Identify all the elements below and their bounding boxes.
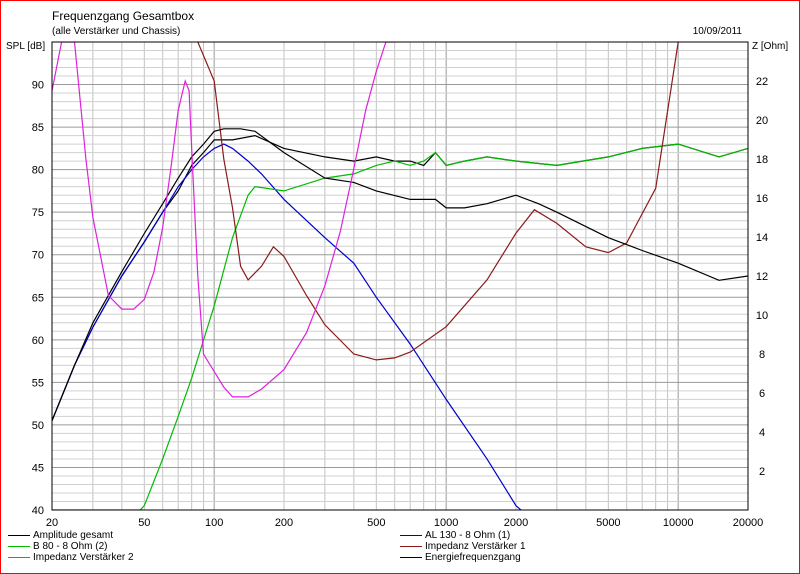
y-tick-label-left: 85 — [32, 122, 44, 134]
y-tick-label-left: 50 — [32, 420, 44, 432]
legend-item: Impedanz Verstärker 2 — [8, 552, 134, 563]
legend-item: Amplitude gesamt — [8, 530, 113, 541]
series-line-b-80-8-ohm-2 — [52, 143, 748, 510]
y-tick-label-left: 70 — [32, 250, 44, 262]
y-tick-label-right: 22 — [756, 76, 768, 88]
legend-label: Amplitude gesamt — [33, 530, 114, 541]
y-tick-label-left: 40 — [32, 505, 44, 517]
tick-labels: 20 50 100 200 500 1000 2000 5000 10000 2000040455… — [32, 76, 768, 529]
x-tick-label: 50 — [138, 517, 150, 529]
chart-date: 10/09/2011 — [693, 26, 743, 37]
legend-swatch — [400, 556, 422, 558]
plot-border — [51, 41, 749, 511]
x-tick-label: 200 — [275, 517, 293, 529]
legend-item: AL 130 - 8 Ohm (1) — [400, 530, 510, 541]
x-tick-label: 2000 — [504, 517, 528, 529]
y-tick-label-right: 16 — [756, 193, 768, 205]
chart-subtitle: (alle Verstärker und Chassis) — [52, 26, 180, 37]
x-tick-label: 5000 — [596, 517, 620, 529]
y-tick-label-left: 80 — [32, 165, 44, 177]
x-tick-label: 100 — [205, 517, 223, 529]
chart-title: Frequenzgang Gesamtbox — [52, 9, 194, 23]
y-tick-label-right: 6 — [759, 388, 765, 400]
y-tick-label-left: 55 — [32, 377, 44, 389]
x-tick-label: 1000 — [434, 517, 458, 529]
y-tick-label-right: 20 — [756, 115, 768, 127]
series-line-al-130-8-ohm-1 — [52, 143, 522, 510]
y-tick-label-right: 12 — [756, 271, 768, 283]
legend-label: AL 130 - 8 Ohm (1) — [425, 530, 511, 541]
y-tick-label-left: 65 — [32, 292, 44, 304]
x-tick-label: 20000 — [733, 517, 764, 529]
legend-swatch — [400, 545, 422, 547]
y-tick-label-right: 18 — [756, 154, 768, 166]
y-tick-label-left: 75 — [32, 207, 44, 219]
y-tick-label-left: 90 — [32, 80, 44, 92]
legend-label: Impedanz Verstärker 1 — [425, 541, 526, 552]
y-tick-label-right: 2 — [759, 466, 765, 478]
series-group — [52, 42, 748, 510]
y-tick-label-left: 45 — [32, 462, 44, 474]
y-tick-label-right: 4 — [759, 427, 765, 439]
legend-label: Impedanz Verstärker 2 — [33, 552, 134, 563]
series-line-impedanz-verst-rker-1 — [197, 42, 679, 361]
y-tick-label-right: 10 — [756, 310, 768, 322]
y-axis-right-label: Z [Ohm] — [752, 41, 788, 52]
series-line-impedanz-verst-rker-2 — [52, 42, 395, 398]
series-line-energiefrequenzgang — [52, 128, 748, 421]
y-tick-label-right: 14 — [756, 232, 768, 244]
legend-item: B 80 - 8 Ohm (2) — [8, 541, 107, 552]
x-tick-label: 20 — [46, 517, 58, 529]
x-tick-label: 10000 — [663, 517, 694, 529]
legend-swatch — [8, 534, 30, 536]
legend-item: Impedanz Verstärker 1 — [400, 541, 526, 552]
legend-swatch — [400, 534, 422, 536]
legend-label: Energiefrequenzgang — [425, 552, 521, 563]
legend-swatch — [8, 545, 30, 547]
legend-item: Energiefrequenzgang — [400, 552, 521, 563]
y-axis-left-label: SPL [dB] — [6, 41, 45, 52]
y-tick-label-left: 60 — [32, 335, 44, 347]
y-tick-label-right: 8 — [759, 349, 765, 361]
legend-swatch — [8, 556, 30, 558]
x-tick-label: 500 — [367, 517, 385, 529]
legend-label: B 80 - 8 Ohm (2) — [33, 541, 108, 552]
grid — [52, 42, 748, 510]
